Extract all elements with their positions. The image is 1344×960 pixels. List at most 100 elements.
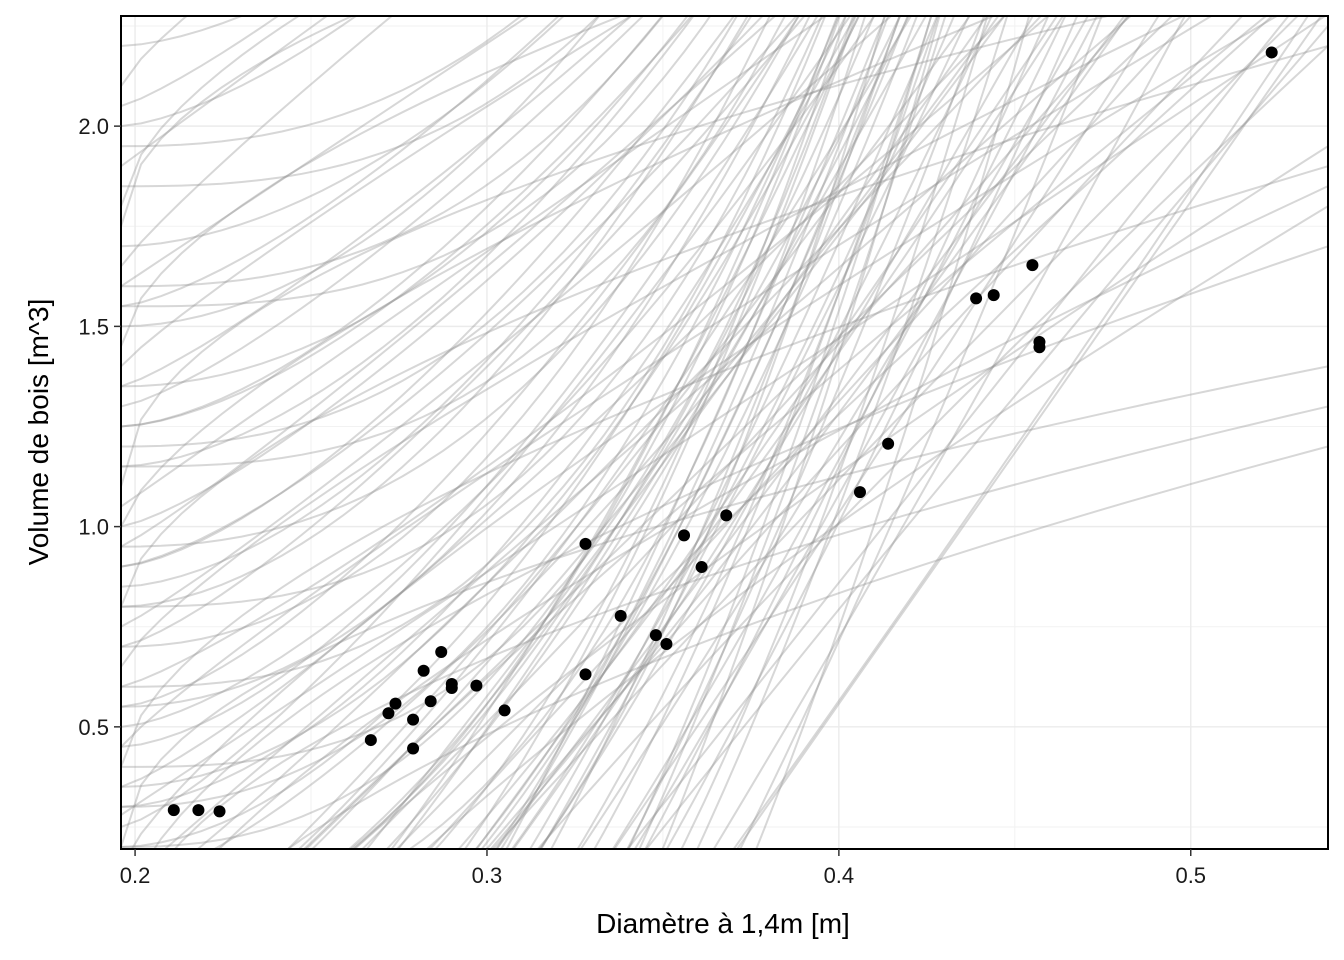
posterior-line: [121, 16, 566, 248]
posterior-line: [121, 16, 819, 748]
data-point: [470, 679, 483, 692]
posterior-line: [217, 185, 1328, 849]
posterior-line: [397, 16, 927, 849]
posterior-line: [611, 16, 1067, 849]
posterior-line: [696, 16, 1009, 849]
posterior-line: [121, 16, 811, 708]
posterior-line: [121, 16, 689, 388]
posterior-line: [510, 16, 956, 849]
posterior-line: [491, 16, 1300, 849]
data-point: [678, 529, 691, 542]
posterior-line: [121, 45, 1328, 608]
posterior-line: [626, 16, 1290, 849]
posterior-line: [499, 16, 909, 849]
data-point: [579, 537, 592, 550]
data-point: [1265, 46, 1278, 59]
posterior-line: [121, 16, 665, 288]
data-point: [382, 707, 395, 720]
x-axis: 0.2 0.3 0.4 0.5: [120, 849, 1206, 888]
data-point: [1033, 335, 1046, 348]
posterior-line: [121, 16, 1006, 788]
y-tick-label: 2.0: [78, 114, 109, 139]
posterior-line: [638, 16, 947, 849]
posterior-line: [286, 445, 1328, 849]
posterior-line: [536, 45, 1328, 849]
posterior-line: [121, 16, 1214, 748]
posterior-line: [579, 16, 1090, 849]
data-point: [445, 678, 458, 691]
posterior-line: [353, 145, 1328, 849]
posterior-line: [297, 16, 913, 849]
posterior-line: [121, 16, 798, 568]
posterior-line: [153, 245, 1328, 849]
posterior-line: [665, 16, 1079, 849]
data-point: [614, 609, 627, 622]
posterior-line: [495, 16, 1126, 849]
grid-lines: [121, 16, 1328, 849]
y-axis-title: Volume de bois [m^3]: [23, 299, 54, 566]
posterior-line: [163, 16, 1133, 849]
posterior-line: [121, 16, 753, 588]
data-point: [660, 637, 673, 650]
posterior-line: [121, 16, 664, 428]
data-point: [720, 509, 733, 522]
posterior-line: [613, 16, 1160, 849]
posterior-line: [121, 16, 857, 808]
data-point: [407, 713, 420, 726]
posterior-line: [121, 16, 523, 148]
plot-frame: [120, 15, 1329, 850]
y-tick-label: 1.5: [78, 314, 109, 339]
data-point: [192, 804, 205, 817]
posterior-line: [408, 16, 867, 849]
data-point: [1026, 259, 1039, 272]
posterior-line: [480, 16, 919, 849]
posterior-line: [528, 16, 939, 849]
posterior-line: [121, 16, 855, 768]
posterior-line: [121, 16, 645, 408]
x-tick-label: 0.5: [1175, 863, 1206, 888]
data-point: [167, 804, 180, 817]
posterior-line: [121, 16, 1327, 816]
posterior-line: [121, 16, 852, 828]
posterior-line: [121, 16, 531, 288]
posterior-line: [495, 16, 890, 849]
posterior-line: [463, 16, 857, 849]
posterior-line: [121, 16, 777, 548]
posterior-line: [385, 16, 910, 849]
posterior-line: [304, 16, 1174, 849]
posterior-line: [121, 16, 1112, 487]
posterior-line: [130, 16, 1279, 849]
x-tick-label: 0.3: [472, 863, 503, 888]
posterior-line: [121, 16, 394, 267]
data-point: [435, 645, 448, 658]
posterior-line: [550, 16, 901, 849]
posterior-line: [121, 16, 633, 388]
posterior-line: [512, 16, 1034, 849]
posterior-line: [121, 16, 764, 528]
posterior-line: [121, 16, 841, 848]
posterior-line: [121, 16, 876, 728]
posterior-line: [712, 16, 1186, 849]
x-axis-title: Diamètre à 1,4m [m]: [596, 908, 850, 939]
posterior-line: [121, 16, 358, 128]
data-point: [498, 704, 511, 717]
posterior-line: [121, 16, 1186, 668]
posterior-line: [212, 16, 1000, 849]
posterior-lines: [121, 16, 1328, 849]
data-point: [407, 742, 420, 755]
data-point: [417, 664, 430, 677]
posterior-line: [121, 365, 1328, 848]
posterior-line: [121, 16, 712, 308]
posterior-line: [474, 16, 902, 849]
posterior-line: [434, 16, 847, 849]
data-point: [970, 292, 983, 305]
posterior-line: [365, 16, 988, 849]
posterior-line: [395, 16, 1274, 849]
posterior-line: [121, 16, 749, 608]
data-point: [853, 486, 866, 499]
posterior-line: [121, 16, 695, 468]
x-tick-label: 0.4: [824, 863, 855, 888]
posterior-line: [428, 16, 1193, 849]
